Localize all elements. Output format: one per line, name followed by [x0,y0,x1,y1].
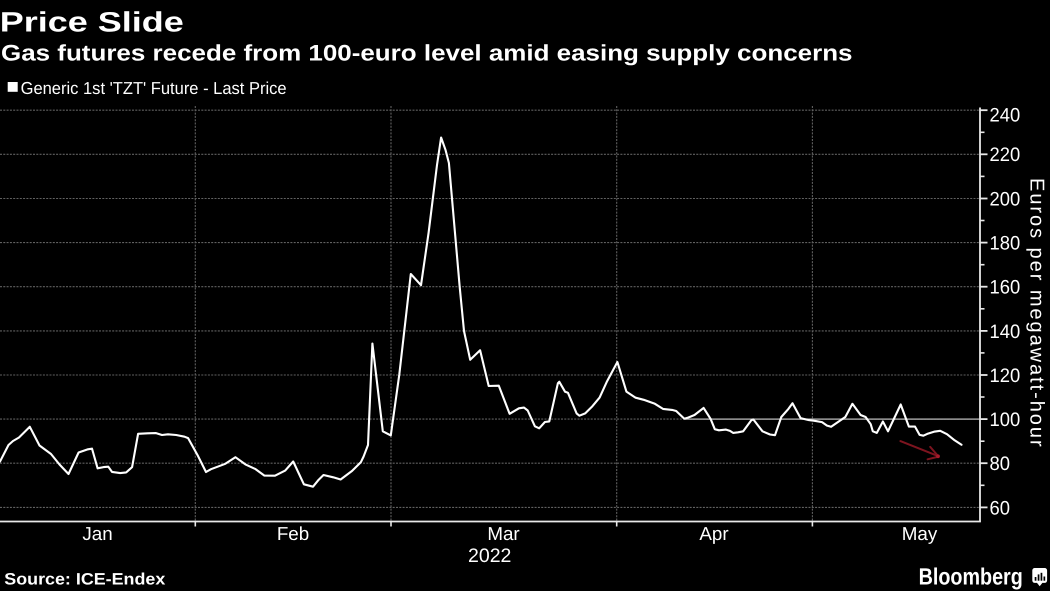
svg-text:220: 220 [990,144,1021,166]
svg-text:120: 120 [990,365,1021,387]
svg-text:Apr: Apr [699,523,728,544]
svg-text:80: 80 [990,453,1011,475]
svg-text:Jan: Jan [82,523,112,544]
svg-text:240: 240 [990,104,1021,126]
svg-text:100: 100 [990,409,1021,431]
svg-text:140: 140 [990,321,1021,343]
svg-text:Feb: Feb [277,523,309,544]
svg-text:160: 160 [990,277,1021,299]
svg-text:200: 200 [990,188,1021,210]
svg-text:Generic 1st 'TZT' Future - Las: Generic 1st 'TZT' Future - Last Price [21,78,287,98]
svg-text:Source: ICE-Endex: Source: ICE-Endex [4,571,166,589]
svg-text:Price Slide: Price Slide [0,7,184,38]
svg-text:Bloomberg: Bloomberg [919,563,1023,589]
svg-text:60: 60 [990,497,1011,519]
svg-text:Gas futures recede from 100-eu: Gas futures recede from 100-euro level a… [1,40,853,65]
svg-text:May: May [902,523,938,544]
svg-text:Mar: Mar [487,523,519,544]
svg-text:180: 180 [990,233,1021,255]
svg-text:Euros per megawatt-hour: Euros per megawatt-hour [1026,178,1048,449]
svg-text:2022: 2022 [468,545,511,567]
